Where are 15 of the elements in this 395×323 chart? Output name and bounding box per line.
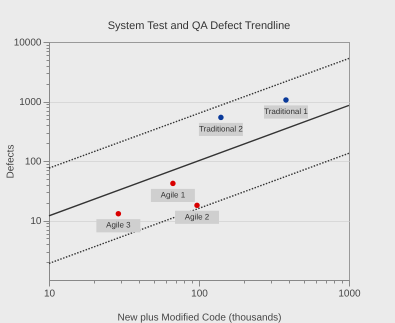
chart-title: System Test and QA Defect Trendline (108, 20, 290, 32)
annotation: Agile 1 (160, 190, 186, 200)
annotation: Agile 3 (106, 220, 132, 230)
y-tick-label: 10000 (14, 38, 42, 48)
y-tick-label: 10 (30, 216, 42, 227)
annotation: Traditional 1 (264, 106, 308, 116)
y-axis-title: Defects (6, 144, 16, 178)
annotation: Traditional 2 (199, 124, 244, 134)
annotation: Agile 2 (184, 212, 210, 222)
x-tick-label: 10 (44, 288, 56, 300)
x-tick-label: 1000 (338, 288, 362, 300)
y-tick-label: 100 (24, 156, 42, 168)
x-axis-title: New plus Modified Code (thousands) (118, 312, 282, 323)
y-tick-label: 1000 (19, 97, 42, 108)
x-tick-label: 100 (191, 288, 208, 300)
